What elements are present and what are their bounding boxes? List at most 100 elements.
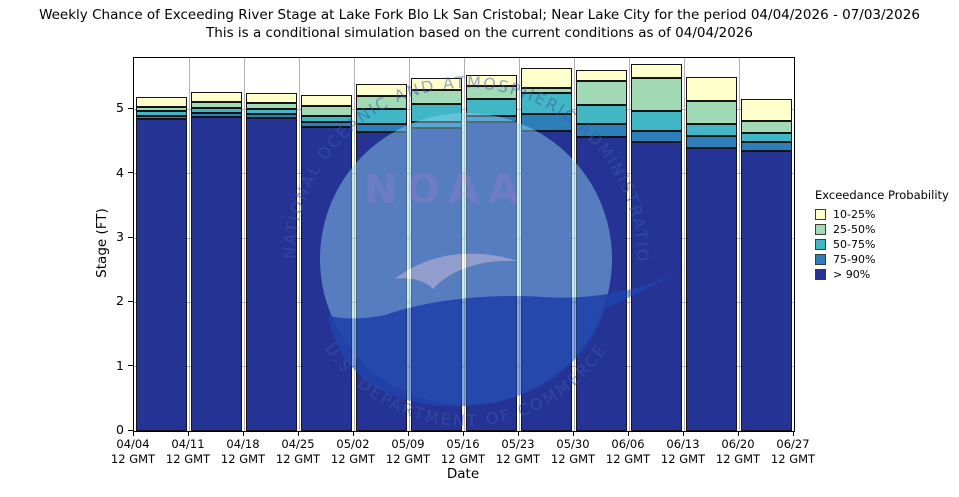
gridline-vertical xyxy=(188,58,190,431)
gridline-vertical xyxy=(243,58,245,431)
y-tick-mark xyxy=(128,107,133,109)
legend-swatch xyxy=(815,224,826,235)
bar-segment-90 xyxy=(521,130,572,431)
bar-segment-1025 xyxy=(741,99,792,122)
x-tick-label: 04/04 12 GMT xyxy=(105,437,161,467)
bar-segment-1025 xyxy=(301,94,352,106)
bar-segment-7590 xyxy=(631,130,682,142)
x-axis-label: Date xyxy=(446,466,480,482)
legend-item-label: 75-90% xyxy=(833,253,876,266)
x-tick-label: 04/25 12 GMT xyxy=(270,437,326,467)
bar-segment-2550 xyxy=(191,102,242,109)
bar-segment-90 xyxy=(411,128,462,431)
bar-segment-2550 xyxy=(631,77,682,111)
bar-segment-1025 xyxy=(356,84,407,96)
legend-item: 75-90% xyxy=(815,252,949,267)
bar-segment-1025 xyxy=(686,77,737,102)
x-tick-mark xyxy=(572,431,574,436)
legend-item: > 90% xyxy=(815,267,949,282)
y-tick-label: 5 xyxy=(116,100,124,116)
bar-segment-90 xyxy=(246,118,297,431)
bar-segment-2550 xyxy=(521,88,572,94)
x-tick-time: 12 GMT xyxy=(605,452,651,466)
y-tick-label: 0 xyxy=(116,422,124,437)
bar-segment-2550 xyxy=(136,106,187,112)
x-tick-label: 05/16 12 GMT xyxy=(435,437,491,467)
legend-swatch xyxy=(815,254,826,265)
bar-segment-5075 xyxy=(631,110,682,131)
x-tick-label: 04/18 12 GMT xyxy=(215,437,271,467)
bar-segment-90 xyxy=(686,148,737,431)
bar-segment-90 xyxy=(466,122,517,431)
x-tick-time: 12 GMT xyxy=(220,452,266,466)
x-tick-time: 12 GMT xyxy=(275,452,321,466)
bar-segment-5075 xyxy=(246,108,297,114)
x-tick-label: 04/11 12 GMT xyxy=(160,437,216,467)
bar-segment-2550 xyxy=(411,89,462,105)
x-tick-label: 05/30 12 GMT xyxy=(545,437,601,467)
bar-segment-1025 xyxy=(631,63,682,78)
x-tick-time: 12 GMT xyxy=(440,452,486,466)
bar-segment-7590 xyxy=(411,121,462,129)
y-tick-label: 3 xyxy=(116,229,124,245)
x-tick-time: 12 GMT xyxy=(660,452,706,466)
x-tick-date: 05/02 xyxy=(336,437,370,451)
bar-segment-5075 xyxy=(576,104,627,125)
y-tick-mark xyxy=(128,236,133,238)
x-tick-mark xyxy=(297,431,299,436)
x-tick-label: 06/27 12 GMT xyxy=(765,437,821,467)
x-tick-time: 12 GMT xyxy=(385,452,431,466)
chart-title: Weekly Chance of Exceeding River Stage a… xyxy=(39,7,920,23)
bar-segment-2550 xyxy=(356,95,407,109)
x-tick-mark xyxy=(352,431,354,436)
x-tick-date: 04/11 xyxy=(171,437,205,451)
x-tick-label: 06/13 12 GMT xyxy=(655,437,711,467)
x-tick-date: 04/18 xyxy=(226,437,260,451)
x-tick-date: 04/04 xyxy=(116,437,150,451)
bar-segment-1025 xyxy=(136,96,187,107)
bar-segment-7590 xyxy=(741,141,792,152)
x-tick-time: 12 GMT xyxy=(165,452,211,466)
bar-segment-1025 xyxy=(191,92,242,103)
x-tick-mark xyxy=(462,431,464,436)
bar-segment-5075 xyxy=(686,124,737,137)
legend-swatch xyxy=(815,269,826,280)
bar-segment-90 xyxy=(356,131,407,431)
bar-segment-5075 xyxy=(411,104,462,122)
bar-segment-1025 xyxy=(246,93,297,104)
x-tick-date: 04/25 xyxy=(281,437,315,451)
bar-segment-7590 xyxy=(466,115,517,123)
x-tick-date: 06/27 xyxy=(776,437,810,451)
legend-items: 10-25% 25-50% 50-75% 75-90% > 90% xyxy=(815,207,949,282)
x-tick-label: 06/06 12 GMT xyxy=(600,437,656,467)
x-tick-time: 12 GMT xyxy=(715,452,761,466)
bar-segment-5075 xyxy=(466,98,517,116)
legend-item: 50-75% xyxy=(815,237,949,252)
chart-subtitle: This is a conditional simulation based o… xyxy=(206,25,753,41)
bar-segment-5075 xyxy=(741,132,792,142)
bar-segment-2550 xyxy=(686,101,737,125)
gridline-vertical xyxy=(628,58,630,431)
bar-segment-7590 xyxy=(301,121,352,127)
bar-segment-2550 xyxy=(741,121,792,133)
plot-area xyxy=(133,57,795,432)
y-tick-mark xyxy=(128,300,133,302)
x-tick-mark xyxy=(737,431,739,436)
x-tick-time: 12 GMT xyxy=(770,452,816,466)
x-tick-date: 06/06 xyxy=(611,437,645,451)
legend: Exceedance Probability 10-25% 25-50% 50-75… xyxy=(815,188,949,282)
bar-segment-5075 xyxy=(136,111,187,116)
y-tick-label: 2 xyxy=(116,293,124,309)
x-tick-mark xyxy=(627,431,629,436)
gridline-vertical xyxy=(353,58,355,431)
x-tick-time: 12 GMT xyxy=(330,452,376,466)
bar-segment-7590 xyxy=(576,124,627,138)
bar-segment-90 xyxy=(576,137,627,431)
bar-segment-5075 xyxy=(521,93,572,114)
x-tick-date: 05/30 xyxy=(556,437,590,451)
x-tick-label: 05/23 12 GMT xyxy=(490,437,546,467)
bar-segment-5075 xyxy=(356,108,407,125)
x-tick-date: 05/09 xyxy=(391,437,425,451)
y-tick-mark xyxy=(128,172,133,174)
